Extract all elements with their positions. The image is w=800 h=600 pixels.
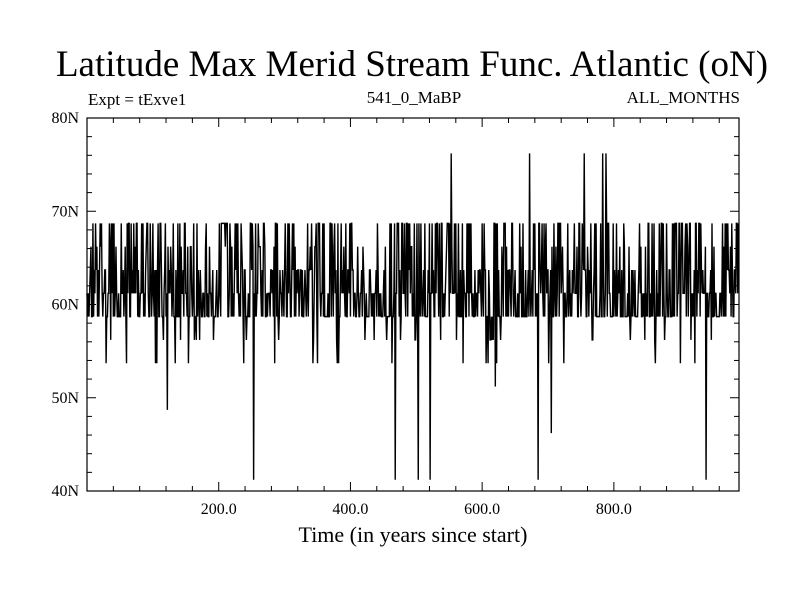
x-tick-label: 200.0 [201, 501, 237, 518]
subtitle-left: Expt = tExve1 [88, 90, 186, 109]
y-tick-label: 50N [51, 390, 79, 407]
x-axis-label: Time (in years since start) [299, 522, 528, 547]
series-line [86, 153, 740, 480]
y-tick-label: 60N [51, 297, 79, 314]
subtitle-center: 541_0_MaBP [367, 88, 461, 107]
x-tick-label: 400.0 [332, 501, 368, 518]
x-tick-label: 600.0 [464, 501, 500, 518]
chart-title: Latitude Max Merid Stream Func. Atlantic… [56, 44, 768, 85]
plot-frame [86, 117, 740, 492]
y-tick-label: 80N [51, 110, 79, 127]
plot-area [86, 153, 740, 480]
y-tick-label: 40N [51, 483, 79, 500]
axes: 40N 50N 60N 70N 80N 200.0 400.0 600.0 800.0 [51, 110, 739, 518]
y-tick-label: 70N [51, 203, 79, 220]
x-tick-label: 800.0 [596, 501, 632, 518]
subtitle-right: ALL_MONTHS [627, 88, 740, 107]
